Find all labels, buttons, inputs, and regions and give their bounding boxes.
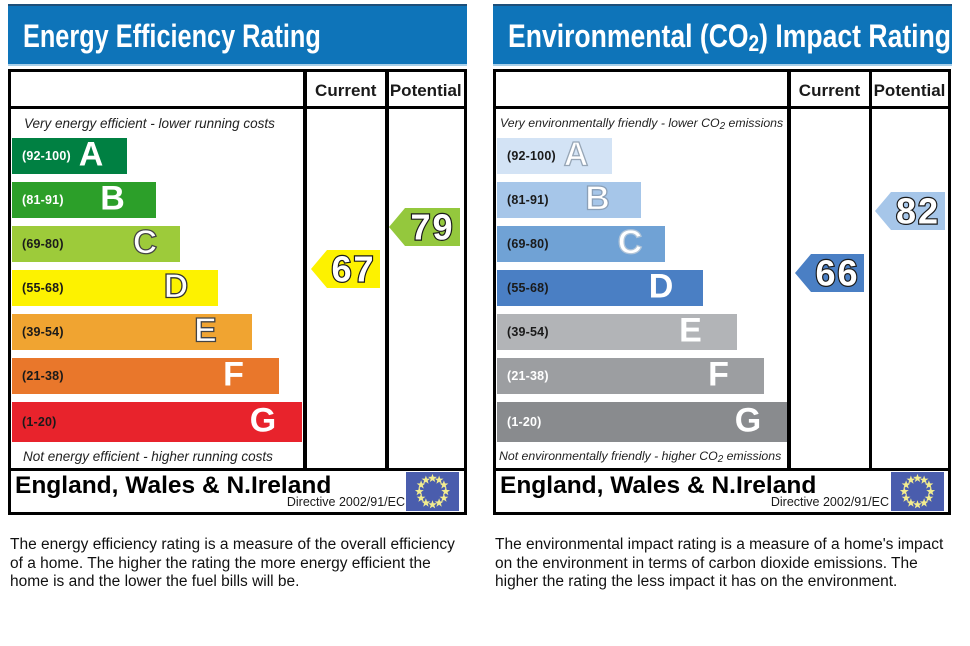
svg-text:82: 82 xyxy=(896,192,940,230)
svg-text:79: 79 xyxy=(410,208,454,246)
svg-text:67: 67 xyxy=(331,250,375,288)
svg-text:66: 66 xyxy=(815,254,859,292)
